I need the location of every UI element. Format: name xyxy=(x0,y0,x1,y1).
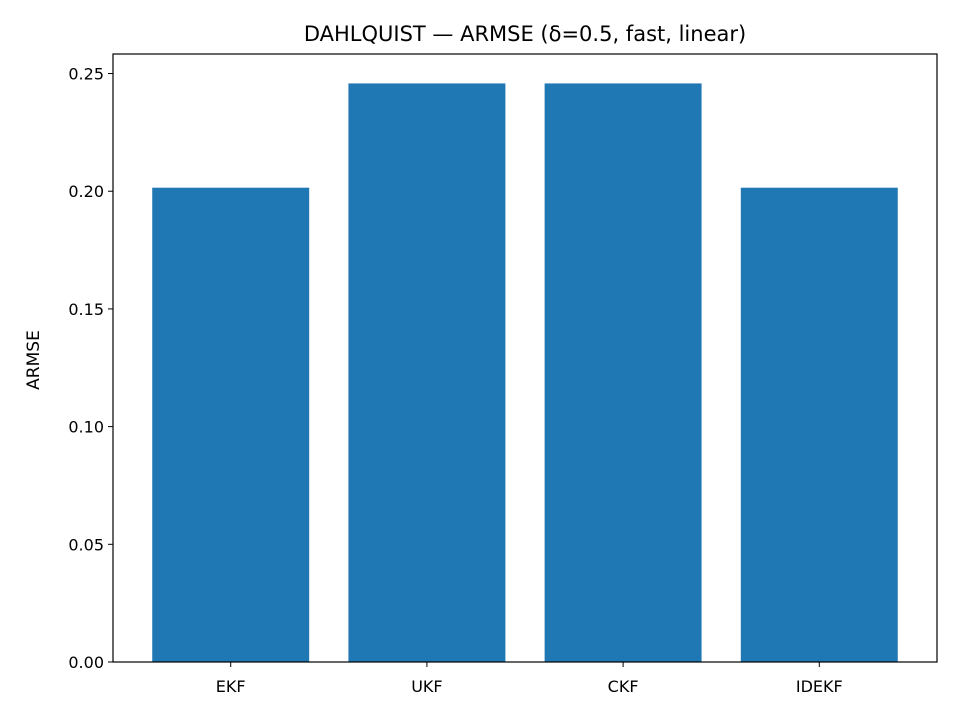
bars-group xyxy=(152,83,898,663)
y-ticks-group: 0.00 0.05 0.10 0.15 0.20 0.25 xyxy=(68,65,113,672)
x-tick-label: CKF xyxy=(608,677,639,696)
x-tick-label: EKF xyxy=(216,677,246,696)
x-tick-label: UKF xyxy=(411,677,442,696)
y-tick-label: 0.05 xyxy=(68,535,104,554)
plot-frame xyxy=(112,53,938,663)
y-axis-label: ARMSE xyxy=(24,330,44,390)
bar-ukf xyxy=(348,83,506,662)
x-ticks-group: EKF UKF CKF IDEKF xyxy=(216,662,843,696)
bar-ekf xyxy=(152,187,310,663)
y-tick-label: 0.20 xyxy=(68,182,104,201)
x-tick-label: IDEKF xyxy=(796,677,843,696)
chart-title: DAHLQUIST — ARMSE (δ=0.5, fast, linear) xyxy=(304,22,746,46)
bar-ckf xyxy=(544,83,702,662)
y-tick-label: 0.10 xyxy=(68,418,104,437)
y-tick-label: 0.25 xyxy=(68,65,104,84)
y-tick-label: 0.00 xyxy=(68,653,104,672)
y-tick-label: 0.15 xyxy=(68,300,104,319)
bar-idekf xyxy=(740,187,898,663)
